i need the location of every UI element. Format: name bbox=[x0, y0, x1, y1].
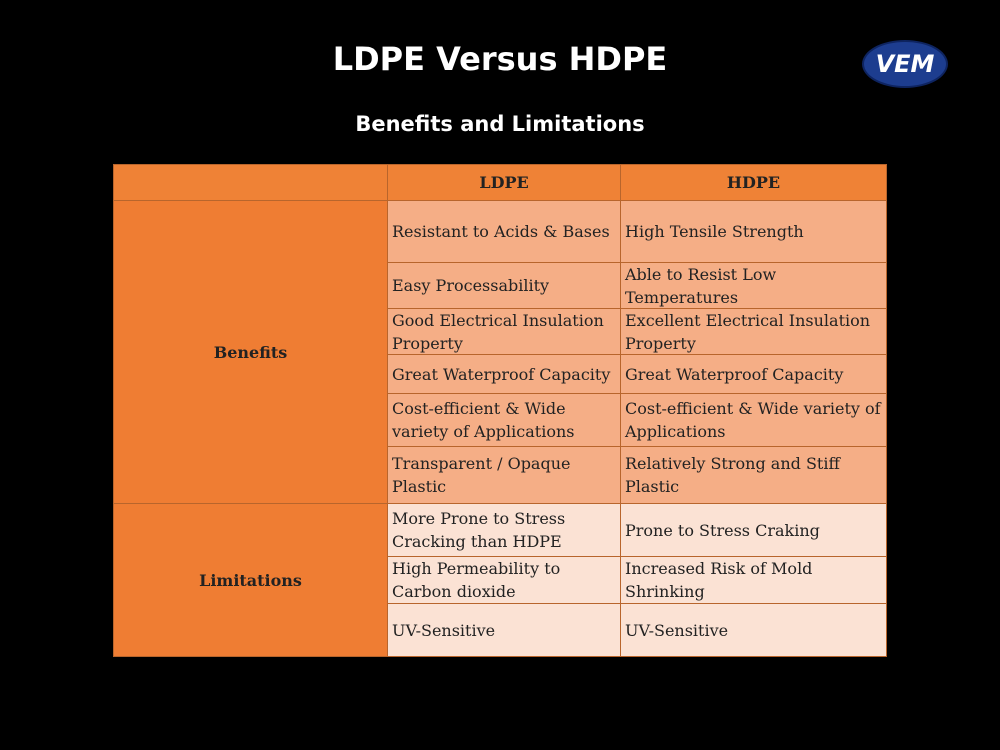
table-cell: Excellent Electrical Insulation Property bbox=[620, 308, 887, 355]
table-cell: Good Electrical Insulation Property bbox=[387, 308, 621, 355]
row-group-label: Benefits bbox=[113, 200, 388, 504]
logo: VEM bbox=[862, 40, 948, 88]
row-group-label: Limitations bbox=[113, 503, 388, 657]
column-header: LDPE bbox=[387, 164, 621, 201]
table-cell: Resistant to Acids & Bases bbox=[387, 200, 621, 263]
table-cell: Cost-efficient & Wide variety of Applica… bbox=[387, 393, 621, 447]
column-header: HDPE bbox=[620, 164, 887, 201]
table-cell: More Prone to Stress Cracking than HDPE bbox=[387, 503, 621, 557]
table-cell: Great Waterproof Capacity bbox=[620, 354, 887, 394]
table-cell: Transparent / Opaque Plastic bbox=[387, 446, 621, 504]
table-cell: Easy Processability bbox=[387, 262, 621, 309]
table-cell: Increased Risk of Mold Shrinking bbox=[620, 556, 887, 604]
table-cell: High Permeability to Carbon dioxide bbox=[387, 556, 621, 604]
table-cell: Cost-efficient & Wide variety of Applica… bbox=[620, 393, 887, 447]
header-cell bbox=[113, 164, 388, 201]
table-cell: High Tensile Strength bbox=[620, 200, 887, 263]
title: LDPE Versus HDPE bbox=[332, 40, 668, 78]
subtitle: Benefits and Limitations bbox=[355, 112, 645, 136]
table-cell: Able to Resist Low Temperatures bbox=[620, 262, 887, 309]
table-cell: UV-Sensitive bbox=[387, 603, 621, 657]
table-cell: UV-Sensitive bbox=[620, 603, 887, 657]
table-cell: Prone to Stress Craking bbox=[620, 503, 887, 557]
table-cell: Relatively Strong and Stiff Plastic bbox=[620, 446, 887, 504]
table-cell: Great Waterproof Capacity bbox=[387, 354, 621, 394]
